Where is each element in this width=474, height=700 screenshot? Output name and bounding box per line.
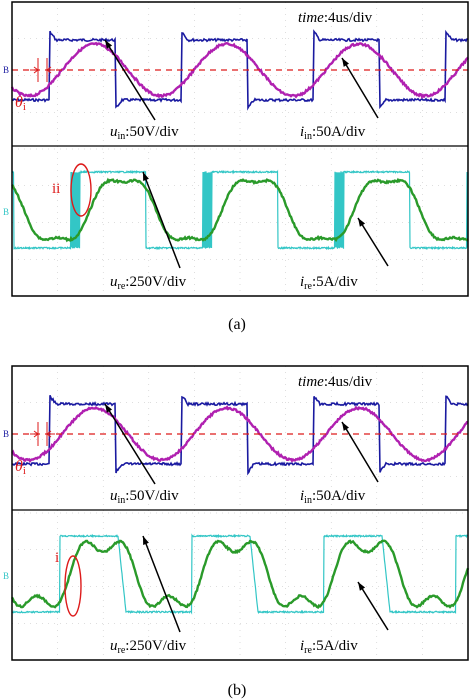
i-in-trace	[10, 41, 469, 100]
u-in-label: uin:50V/div	[110, 124, 179, 142]
arrow-to-i-in	[341, 421, 379, 483]
i-re-label: ire:5A/div	[300, 274, 358, 292]
channel-marker-top: B	[3, 429, 9, 439]
annotation-arrows	[104, 403, 389, 633]
annotations: time:4us/div θi uin:50V/div iin:50A/div …	[3, 10, 468, 292]
i-re-label: ire:5A/div	[300, 638, 358, 656]
theta-arrow-left	[30, 430, 39, 438]
theta-arrow-right	[46, 430, 55, 438]
u-in-label: uin:50V/div	[110, 488, 179, 506]
grid-lines	[12, 2, 468, 296]
waveform-traces	[10, 29, 469, 251]
u-in-trace	[11, 395, 469, 476]
region-mark-label: ii	[52, 181, 60, 197]
waveform-traces	[10, 395, 470, 615]
channel-marker-bottom: B	[3, 207, 9, 217]
oscilloscope-panel-a: time:4us/div θi uin:50V/div iin:50A/div …	[3, 1, 469, 297]
time-scale-label: time:4us/div	[298, 374, 373, 390]
theta-arrow-right	[46, 66, 55, 74]
theta-marker	[30, 422, 55, 446]
u-in-trace	[11, 29, 469, 111]
i-in-trace	[11, 405, 469, 464]
theta-arrow-left	[30, 66, 39, 74]
annotation-arrows	[104, 39, 389, 269]
region-ellipse	[64, 555, 82, 617]
time-scale-label: time:4us/div	[298, 10, 373, 26]
subfigure-label-b: (b)	[227, 682, 247, 699]
i-in-label: iin:50A/div	[300, 124, 366, 142]
u-re-label: ure:250V/div	[110, 274, 187, 292]
theta-label: θi	[15, 94, 26, 113]
channel-marker-top: B	[3, 65, 9, 75]
scope-frame	[11, 365, 469, 661]
scope-frame	[11, 1, 469, 297]
arrow-to-u-in	[104, 403, 156, 485]
theta-label: θi	[15, 458, 26, 477]
i-re-trace	[10, 539, 470, 609]
subfigure-label-a: (a)	[228, 316, 246, 333]
arrow-to-i-re	[357, 217, 389, 267]
grid-lines	[12, 366, 468, 660]
arrow-to-u-re	[142, 535, 181, 633]
u-re-trace	[11, 533, 469, 615]
i-in-label: iin:50A/div	[300, 488, 366, 506]
arrow-to-u-in	[104, 39, 156, 121]
annotations: time:4us/div θi uin:50V/div iin:50A/div …	[3, 374, 468, 656]
arrow-to-u-re	[142, 171, 181, 269]
arrow-to-i-in	[341, 57, 379, 119]
region-mark-label: i	[55, 550, 59, 566]
channel-marker-bottom: B	[3, 571, 9, 581]
theta-marker	[30, 58, 55, 82]
region-ellipse	[70, 163, 92, 217]
u-re-label: ure:250V/div	[110, 638, 187, 656]
oscilloscope-panel-b: time:4us/div θi uin:50V/div iin:50A/div …	[3, 365, 470, 661]
arrow-to-i-re	[357, 581, 389, 631]
i-re-trace	[11, 177, 469, 243]
